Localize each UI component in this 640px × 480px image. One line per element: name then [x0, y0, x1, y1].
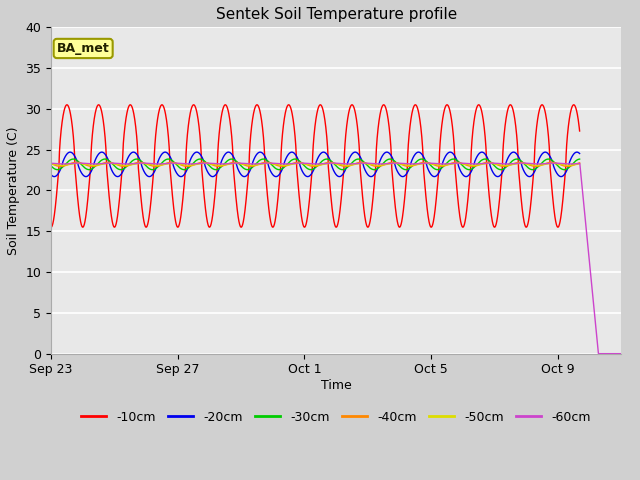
-40cm [291, 160, 298, 166]
-60cm [595, 351, 602, 357]
Text: BA_met: BA_met [57, 42, 109, 55]
-60cm [545, 160, 553, 166]
-50cm [266, 160, 273, 166]
Line: -40cm: -40cm [51, 162, 580, 167]
-20cm [112, 173, 120, 179]
-40cm [545, 160, 552, 166]
-20cm [266, 167, 273, 172]
-30cm [291, 156, 298, 162]
-10cm [47, 224, 55, 230]
Title: Sentek Soil Temperature profile: Sentek Soil Temperature profile [216, 7, 457, 22]
-20cm [47, 172, 55, 178]
-10cm [545, 135, 552, 141]
-50cm [146, 162, 154, 168]
Line: -20cm: -20cm [51, 152, 580, 177]
-30cm [266, 160, 273, 166]
-40cm [146, 162, 154, 168]
-10cm [112, 221, 120, 227]
Line: -30cm: -30cm [51, 159, 580, 169]
Line: -10cm: -10cm [51, 105, 580, 227]
-30cm [545, 156, 552, 162]
-50cm [545, 161, 552, 167]
-60cm [234, 160, 242, 166]
-10cm [291, 127, 298, 133]
Y-axis label: Soil Temperature (C): Soil Temperature (C) [7, 126, 20, 255]
Line: -60cm: -60cm [51, 163, 621, 354]
-40cm [266, 160, 273, 166]
-60cm [47, 160, 55, 166]
-20cm [545, 151, 552, 157]
-50cm [47, 161, 55, 167]
-60cm [618, 351, 625, 357]
-60cm [112, 160, 120, 166]
-20cm [291, 151, 298, 156]
-30cm [146, 166, 154, 172]
-60cm [266, 160, 274, 166]
-20cm [146, 174, 154, 180]
-30cm [47, 163, 55, 169]
Line: -50cm: -50cm [51, 163, 580, 165]
-60cm [607, 351, 614, 357]
-60cm [146, 161, 154, 167]
-40cm [47, 161, 55, 167]
-50cm [291, 161, 298, 167]
-50cm [112, 161, 120, 167]
X-axis label: Time: Time [321, 379, 351, 392]
Legend: -10cm, -20cm, -30cm, -40cm, -50cm, -60cm: -10cm, -20cm, -30cm, -40cm, -50cm, -60cm [76, 406, 596, 429]
-30cm [112, 165, 120, 170]
-10cm [146, 207, 154, 213]
-10cm [266, 213, 273, 219]
-40cm [112, 161, 120, 167]
-60cm [291, 161, 298, 167]
